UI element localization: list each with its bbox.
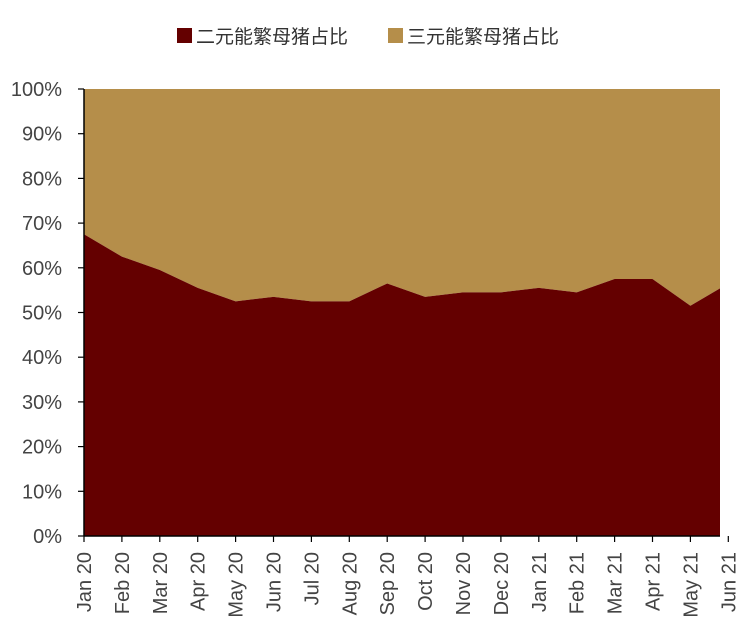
x-tick-label: Nov 20 (453, 552, 475, 615)
x-tick-label: Oct 20 (415, 552, 437, 611)
x-tick-label: May 20 (226, 552, 248, 618)
y-tick-label: 70% (22, 213, 62, 235)
x-tick-label: Feb 20 (112, 552, 134, 614)
x-tick-label: Jan 21 (529, 552, 551, 612)
legend-item-series-2: 三元能繁母猪占比 (388, 22, 559, 49)
x-tick-label: Jan 20 (74, 552, 96, 612)
x-tick-label: Apr 21 (643, 552, 665, 611)
legend-item-series-1: 二元能繁母猪占比 (176, 22, 348, 49)
x-tick-label: May 21 (680, 552, 702, 618)
legend-label-series-1: 二元能繁母猪占比 (195, 26, 348, 48)
y-tick-label: 20% (22, 437, 62, 459)
x-tick-label: Apr 20 (188, 552, 210, 611)
y-tick-label: 30% (22, 392, 62, 414)
x-tick-label: Aug 20 (339, 552, 361, 615)
y-tick-label: 90% (22, 124, 62, 146)
legend-swatch-series-1 (176, 28, 192, 43)
area-series-1 (84, 234, 720, 536)
x-tick-label: Mar 20 (150, 552, 172, 614)
legend-label-series-2: 三元能繁母猪占比 (407, 26, 560, 48)
x-tick-label: Feb 21 (567, 552, 589, 614)
y-tick-label: 80% (22, 168, 62, 190)
legend-swatch-series-2 (388, 28, 403, 43)
legend: 二元能繁母猪占比 三元能繁母猪占比 (0, 22, 736, 49)
y-tick-label: 100% (11, 79, 62, 101)
y-tick-label: 0% (33, 526, 62, 548)
y-tick-label: 40% (22, 347, 62, 369)
x-tick-label: Jun 21 (718, 552, 736, 612)
x-tick-label: Jul 20 (301, 552, 323, 605)
x-tick-label: Jun 20 (264, 552, 286, 612)
x-tick-label: Sep 20 (377, 552, 399, 615)
x-tick-label: Dec 20 (491, 552, 513, 615)
area-series-2 (84, 89, 720, 306)
x-tick-label: Mar 21 (605, 552, 627, 614)
y-tick-label: 50% (22, 303, 62, 325)
y-tick-label: 60% (22, 258, 62, 280)
y-tick-label: 10% (22, 481, 62, 503)
